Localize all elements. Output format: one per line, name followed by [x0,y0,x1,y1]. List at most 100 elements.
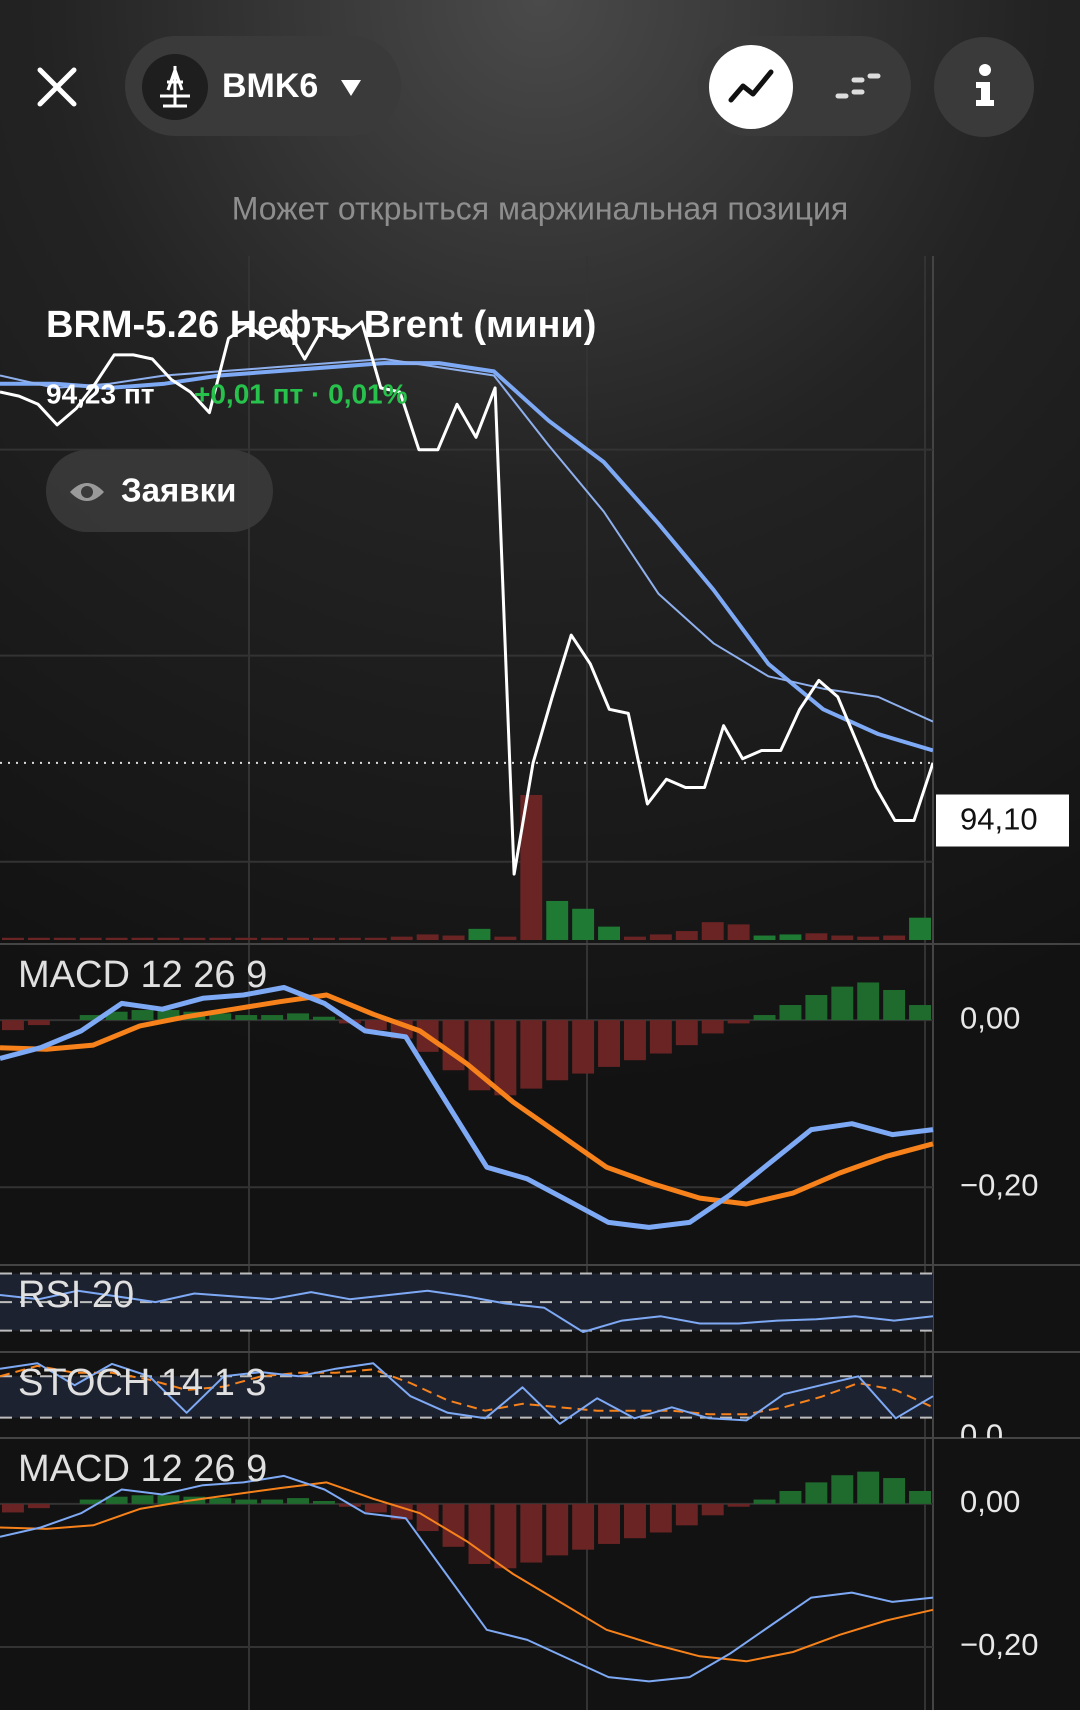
panel-title: RSI 20 [18,1274,134,1316]
histogram-bar [805,1482,828,1504]
histogram-bar [675,1020,698,1046]
histogram-bar [261,1499,284,1504]
volume-bar [157,937,180,940]
histogram-bar [364,1503,387,1513]
volume-bar [468,928,491,940]
histogram-bar [313,1500,335,1504]
histogram-bar [624,1503,646,1539]
histogram-bar [364,1020,387,1031]
histogram-bar [209,1498,232,1504]
histogram-bar [753,1499,776,1504]
histogram-bar [209,1013,232,1021]
y-tick-label: 0,00 [960,1000,1020,1035]
histogram-bar [131,1010,154,1021]
volume-bar [624,936,646,940]
volume-bar [727,924,750,940]
histogram-bar [390,1503,413,1520]
volume-bar [857,936,880,940]
panel: 0,00 −0,20 MACD 12 26 9 [0,954,1038,1230]
histogram-bar [572,1503,595,1550]
last-price-label: 94,10 [960,802,1038,837]
series-line [0,1289,933,1333]
histogram-bar [701,1020,724,1034]
series-line [0,1481,934,1663]
histogram-bar [701,1503,724,1516]
volume-bar [675,931,698,940]
histogram-bar [727,1503,750,1507]
volume-bar [520,795,543,940]
histogram-bar [779,1490,802,1504]
panel: 0,0 STOCH 14 1 3 [0,1362,1003,1438]
volume-bar [287,937,309,940]
histogram-bar [261,1015,284,1021]
overlay: BRM-5.26 Нефть Brent (мини) 94,23 пт +0,… [46,304,596,532]
histogram-bar [494,1020,517,1096]
histogram-bar [27,1020,50,1026]
quote-change: +0,01 пт · 0,01% [194,378,408,409]
volume-bar [883,935,906,940]
series-line [0,1362,934,1425]
panel-title: MACD 12 26 9 [18,954,267,996]
quote-price: 94,23 пт [46,378,154,409]
histogram-bar [572,1020,595,1074]
instrument-selector[interactable]: BMK6 [125,36,401,136]
histogram-bar [79,1015,102,1021]
panel: RSI 20 [0,1272,933,1333]
histogram-bar [805,994,828,1021]
histogram-bar [105,1496,128,1504]
histogram-bar [883,1478,906,1504]
volume-bar [209,937,232,940]
volume-bar [805,933,828,940]
orders-button[interactable]: Заявки [46,450,273,532]
volume-bar [105,937,128,940]
volume-bar [546,900,569,940]
histogram-bar [779,1005,802,1021]
histogram-bar [79,1499,102,1504]
volume-bar [416,934,439,940]
volume-bar [390,936,413,940]
histogram-bar [649,1020,672,1054]
histogram-bar [675,1503,698,1526]
volume-bar [831,935,854,940]
info-button[interactable] [934,37,1034,137]
orders-label: Заявки [121,472,236,509]
histogram-bar [105,1011,128,1021]
histogram-bar [831,986,854,1021]
volume-bar [779,934,802,940]
volume-bar [442,935,465,940]
volume-bar [598,926,620,940]
histogram-bar [468,1503,491,1564]
series-line [0,1364,934,1416]
volume-bar [701,922,724,940]
histogram-bar [598,1503,620,1544]
panel-title: STOCH 14 1 3 [18,1362,267,1404]
volume-bar [183,937,206,940]
volume-bar [572,908,595,940]
histogram-bar [649,1503,672,1533]
y-tick-label: −0,20 [960,1167,1038,1202]
series-line [0,320,933,876]
volume-bar [53,937,76,940]
histogram-bar [157,1495,180,1504]
volume-bar [235,937,258,940]
volume-bar [2,937,24,940]
series-line [0,992,934,1207]
histogram-bar [131,1495,154,1504]
histogram-bar [287,1498,309,1504]
y-tick-label: 0,00 [960,1484,1020,1519]
y-tick-label: −0,20 [960,1627,1038,1662]
volume-bar [313,937,335,940]
volume-bar [649,934,672,940]
series-line [0,985,934,1230]
volume-bar [261,937,284,940]
histogram-bar [727,1020,750,1024]
series-line [0,358,933,723]
view-toggle[interactable] [698,36,911,136]
last-price-box [936,794,1069,847]
histogram-bar [27,1503,50,1509]
histogram-bar [494,1503,517,1569]
close-button[interactable] [37,67,77,107]
histogram-bar [546,1020,569,1081]
